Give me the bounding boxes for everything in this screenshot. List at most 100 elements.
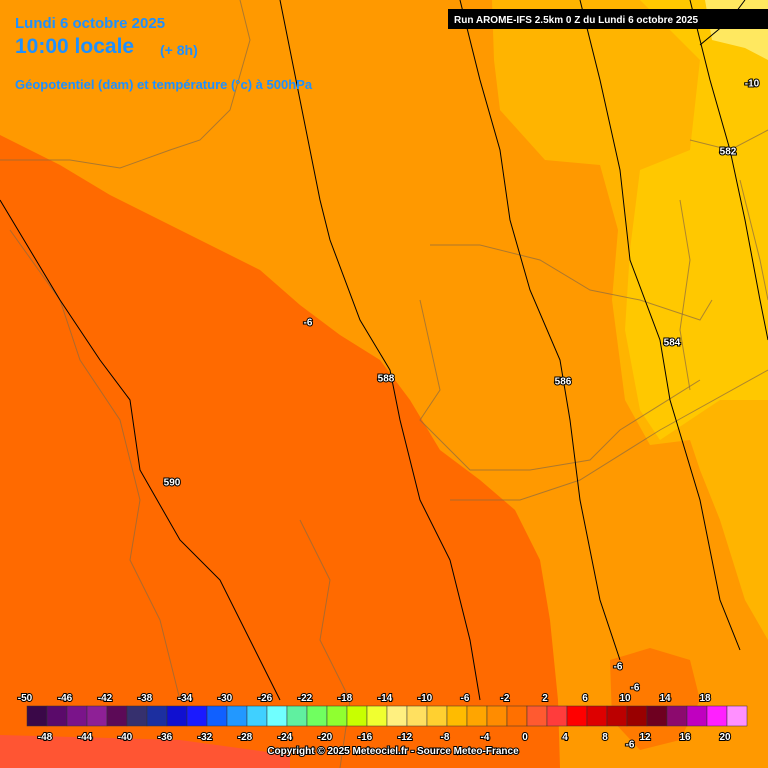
contour-label: -6 bbox=[631, 683, 640, 694]
legend-label: 2 bbox=[542, 693, 548, 704]
legend-swatch bbox=[246, 705, 268, 727]
legend-swatch bbox=[46, 705, 68, 727]
legend-label: 0 bbox=[522, 732, 528, 743]
legend-swatch bbox=[186, 705, 208, 727]
legend-swatch bbox=[26, 705, 48, 727]
legend-swatch bbox=[466, 705, 488, 727]
temp-zone bbox=[625, 0, 768, 440]
contour-label: -6 bbox=[626, 740, 635, 751]
legend-label: 6 bbox=[582, 693, 588, 704]
legend-swatch bbox=[66, 705, 88, 727]
legend-label: -2 bbox=[501, 693, 510, 704]
legend-label: -4 bbox=[481, 732, 490, 743]
legend-swatch bbox=[566, 705, 588, 727]
legend-label: -20 bbox=[318, 732, 333, 743]
legend-swatch bbox=[406, 705, 428, 727]
date: Lundi 6 octobre 2025 bbox=[15, 15, 165, 32]
legend-swatch bbox=[446, 705, 468, 727]
legend-label: -42 bbox=[98, 693, 113, 704]
legend-swatch bbox=[626, 705, 648, 727]
legend-label: -26 bbox=[258, 693, 273, 704]
legend-swatch bbox=[606, 705, 628, 727]
border bbox=[679, 199, 691, 391]
legend-label: -48 bbox=[38, 732, 53, 743]
legend-swatch bbox=[686, 705, 708, 727]
legend-label: 14 bbox=[659, 693, 671, 704]
legend-label: -22 bbox=[298, 693, 313, 704]
legend-swatch bbox=[346, 705, 368, 727]
isoline-thick bbox=[0, 199, 281, 701]
legend-swatch bbox=[666, 705, 688, 727]
legend-label: -36 bbox=[158, 732, 173, 743]
legend-label: -30 bbox=[218, 693, 233, 704]
legend-label: -50 bbox=[18, 693, 33, 704]
temp-zone bbox=[0, 135, 560, 768]
legend-swatch bbox=[506, 705, 528, 727]
legend-label: 8 bbox=[602, 732, 608, 743]
legend-label: -18 bbox=[338, 693, 353, 704]
legend-swatch bbox=[226, 705, 248, 727]
legend-swatch bbox=[146, 705, 168, 727]
legend-label: 20 bbox=[719, 732, 731, 743]
contour-label: -10 bbox=[745, 79, 760, 90]
legend-swatch bbox=[126, 705, 148, 727]
legend-swatch bbox=[326, 705, 348, 727]
legend-swatch bbox=[366, 705, 388, 727]
isoline bbox=[689, 0, 768, 341]
legend-swatch bbox=[166, 705, 188, 727]
legend-swatch bbox=[306, 705, 328, 727]
legend-label: -14 bbox=[378, 693, 393, 704]
legend-label: -32 bbox=[198, 732, 213, 743]
isoline bbox=[279, 0, 481, 701]
legend-swatch bbox=[546, 705, 568, 727]
legend-label: 4 bbox=[562, 732, 568, 743]
legend-label: -10 bbox=[418, 693, 433, 704]
legend-label: -6 bbox=[461, 693, 470, 704]
legend-swatch bbox=[106, 705, 128, 727]
legend-label: 12 bbox=[639, 732, 651, 743]
legend-label: -44 bbox=[78, 732, 93, 743]
field: Géopotentiel (dam) et température (°c) à… bbox=[15, 77, 313, 92]
copyright: Copyright © 2025 Meteociel.fr - Source M… bbox=[267, 746, 519, 757]
contour-label: 586 bbox=[555, 377, 572, 388]
legend-swatch bbox=[426, 705, 448, 727]
legend-swatch bbox=[486, 705, 508, 727]
border bbox=[450, 369, 768, 501]
run-info: Run AROME-IFS 2.5km 0 Z du Lundi 6 octob… bbox=[454, 15, 699, 26]
contour-label: -6 bbox=[614, 662, 623, 673]
legend-label: 18 bbox=[699, 693, 711, 704]
legend-swatch bbox=[86, 705, 108, 727]
legend-swatch bbox=[266, 705, 288, 727]
legend-label: -28 bbox=[238, 732, 253, 743]
legend-label: 16 bbox=[679, 732, 691, 743]
legend-label: -12 bbox=[398, 732, 413, 743]
offset: (+ 8h) bbox=[160, 42, 198, 58]
isoline bbox=[579, 0, 741, 651]
contour-label: -6 bbox=[304, 318, 313, 329]
temp-zone bbox=[0, 735, 290, 768]
contour-label: 588 bbox=[378, 374, 395, 385]
border bbox=[0, 0, 251, 169]
border bbox=[9, 229, 181, 701]
border bbox=[419, 299, 701, 471]
legend-swatch bbox=[586, 705, 608, 727]
legend-label: -16 bbox=[358, 732, 373, 743]
legend-swatch bbox=[526, 705, 548, 727]
run-box bbox=[448, 9, 768, 29]
contour-label: 582 bbox=[720, 147, 737, 158]
border bbox=[430, 244, 713, 321]
legend-swatch bbox=[386, 705, 408, 727]
legend-label: -24 bbox=[278, 732, 293, 743]
contour-label: 584 bbox=[664, 338, 681, 349]
legend-label: -40 bbox=[118, 732, 133, 743]
legend-swatch bbox=[646, 705, 668, 727]
legend-swatch bbox=[706, 705, 728, 727]
legend-swatch bbox=[206, 705, 228, 727]
legend-label: -8 bbox=[441, 732, 450, 743]
legend-label: -34 bbox=[178, 693, 193, 704]
border bbox=[739, 179, 768, 301]
legend-label: -38 bbox=[138, 693, 153, 704]
legend-swatch bbox=[726, 705, 748, 727]
legend-label: -46 bbox=[58, 693, 73, 704]
